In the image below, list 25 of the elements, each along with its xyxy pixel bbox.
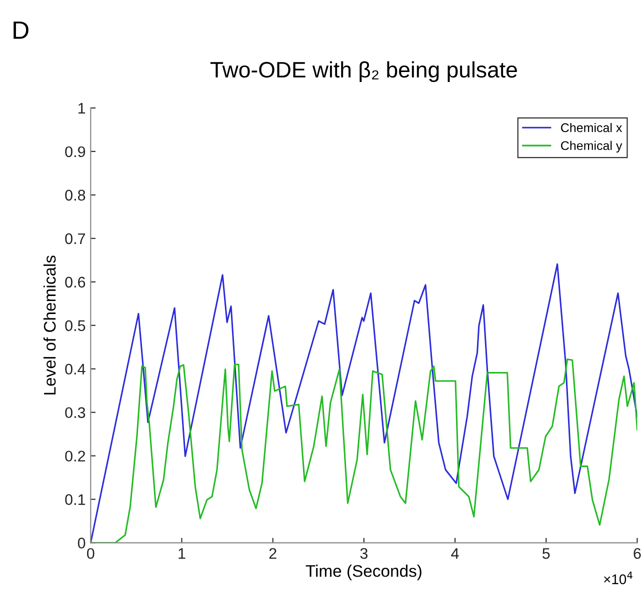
chart-title: Two-ODE with β₂ being pulsate xyxy=(210,61,517,82)
y-tick-label: 0.4 xyxy=(65,364,86,375)
x-tick-label: 6 xyxy=(634,548,641,559)
text: ×10$^{4}$ xyxy=(604,572,632,584)
text: D xyxy=(14,22,28,39)
y-tick-label: 0.7 xyxy=(65,233,86,244)
y-tick-label: 0.6 xyxy=(65,276,86,288)
y-tick-label: 0.1 xyxy=(65,494,86,506)
x-tick-label: 0 xyxy=(87,548,94,559)
x-tick-label: 4 xyxy=(451,548,459,559)
x-tick-label: 5 xyxy=(542,548,550,559)
y-tick-label: 0.8 xyxy=(65,190,86,201)
y-tick-label: 0 xyxy=(78,538,86,548)
x-tick-label: 2 xyxy=(269,548,276,559)
x-tick-label: 1 xyxy=(178,548,186,559)
legend-label: Chemical y xyxy=(561,140,622,153)
x-tick-label: 3 xyxy=(360,548,368,559)
y-axis-title: Level of Chemicals xyxy=(43,256,56,394)
y-tick-label: 0.2 xyxy=(65,450,86,462)
x-axis-title: Time (Seconds) xyxy=(306,564,422,580)
y-tick-label: 1 xyxy=(78,102,86,114)
y-tick-label: 0.3 xyxy=(65,407,86,418)
y-tick-label: 0.9 xyxy=(65,146,86,158)
y-tick-label: 0.5 xyxy=(65,320,86,332)
legend-label: Chemical x xyxy=(561,122,622,132)
